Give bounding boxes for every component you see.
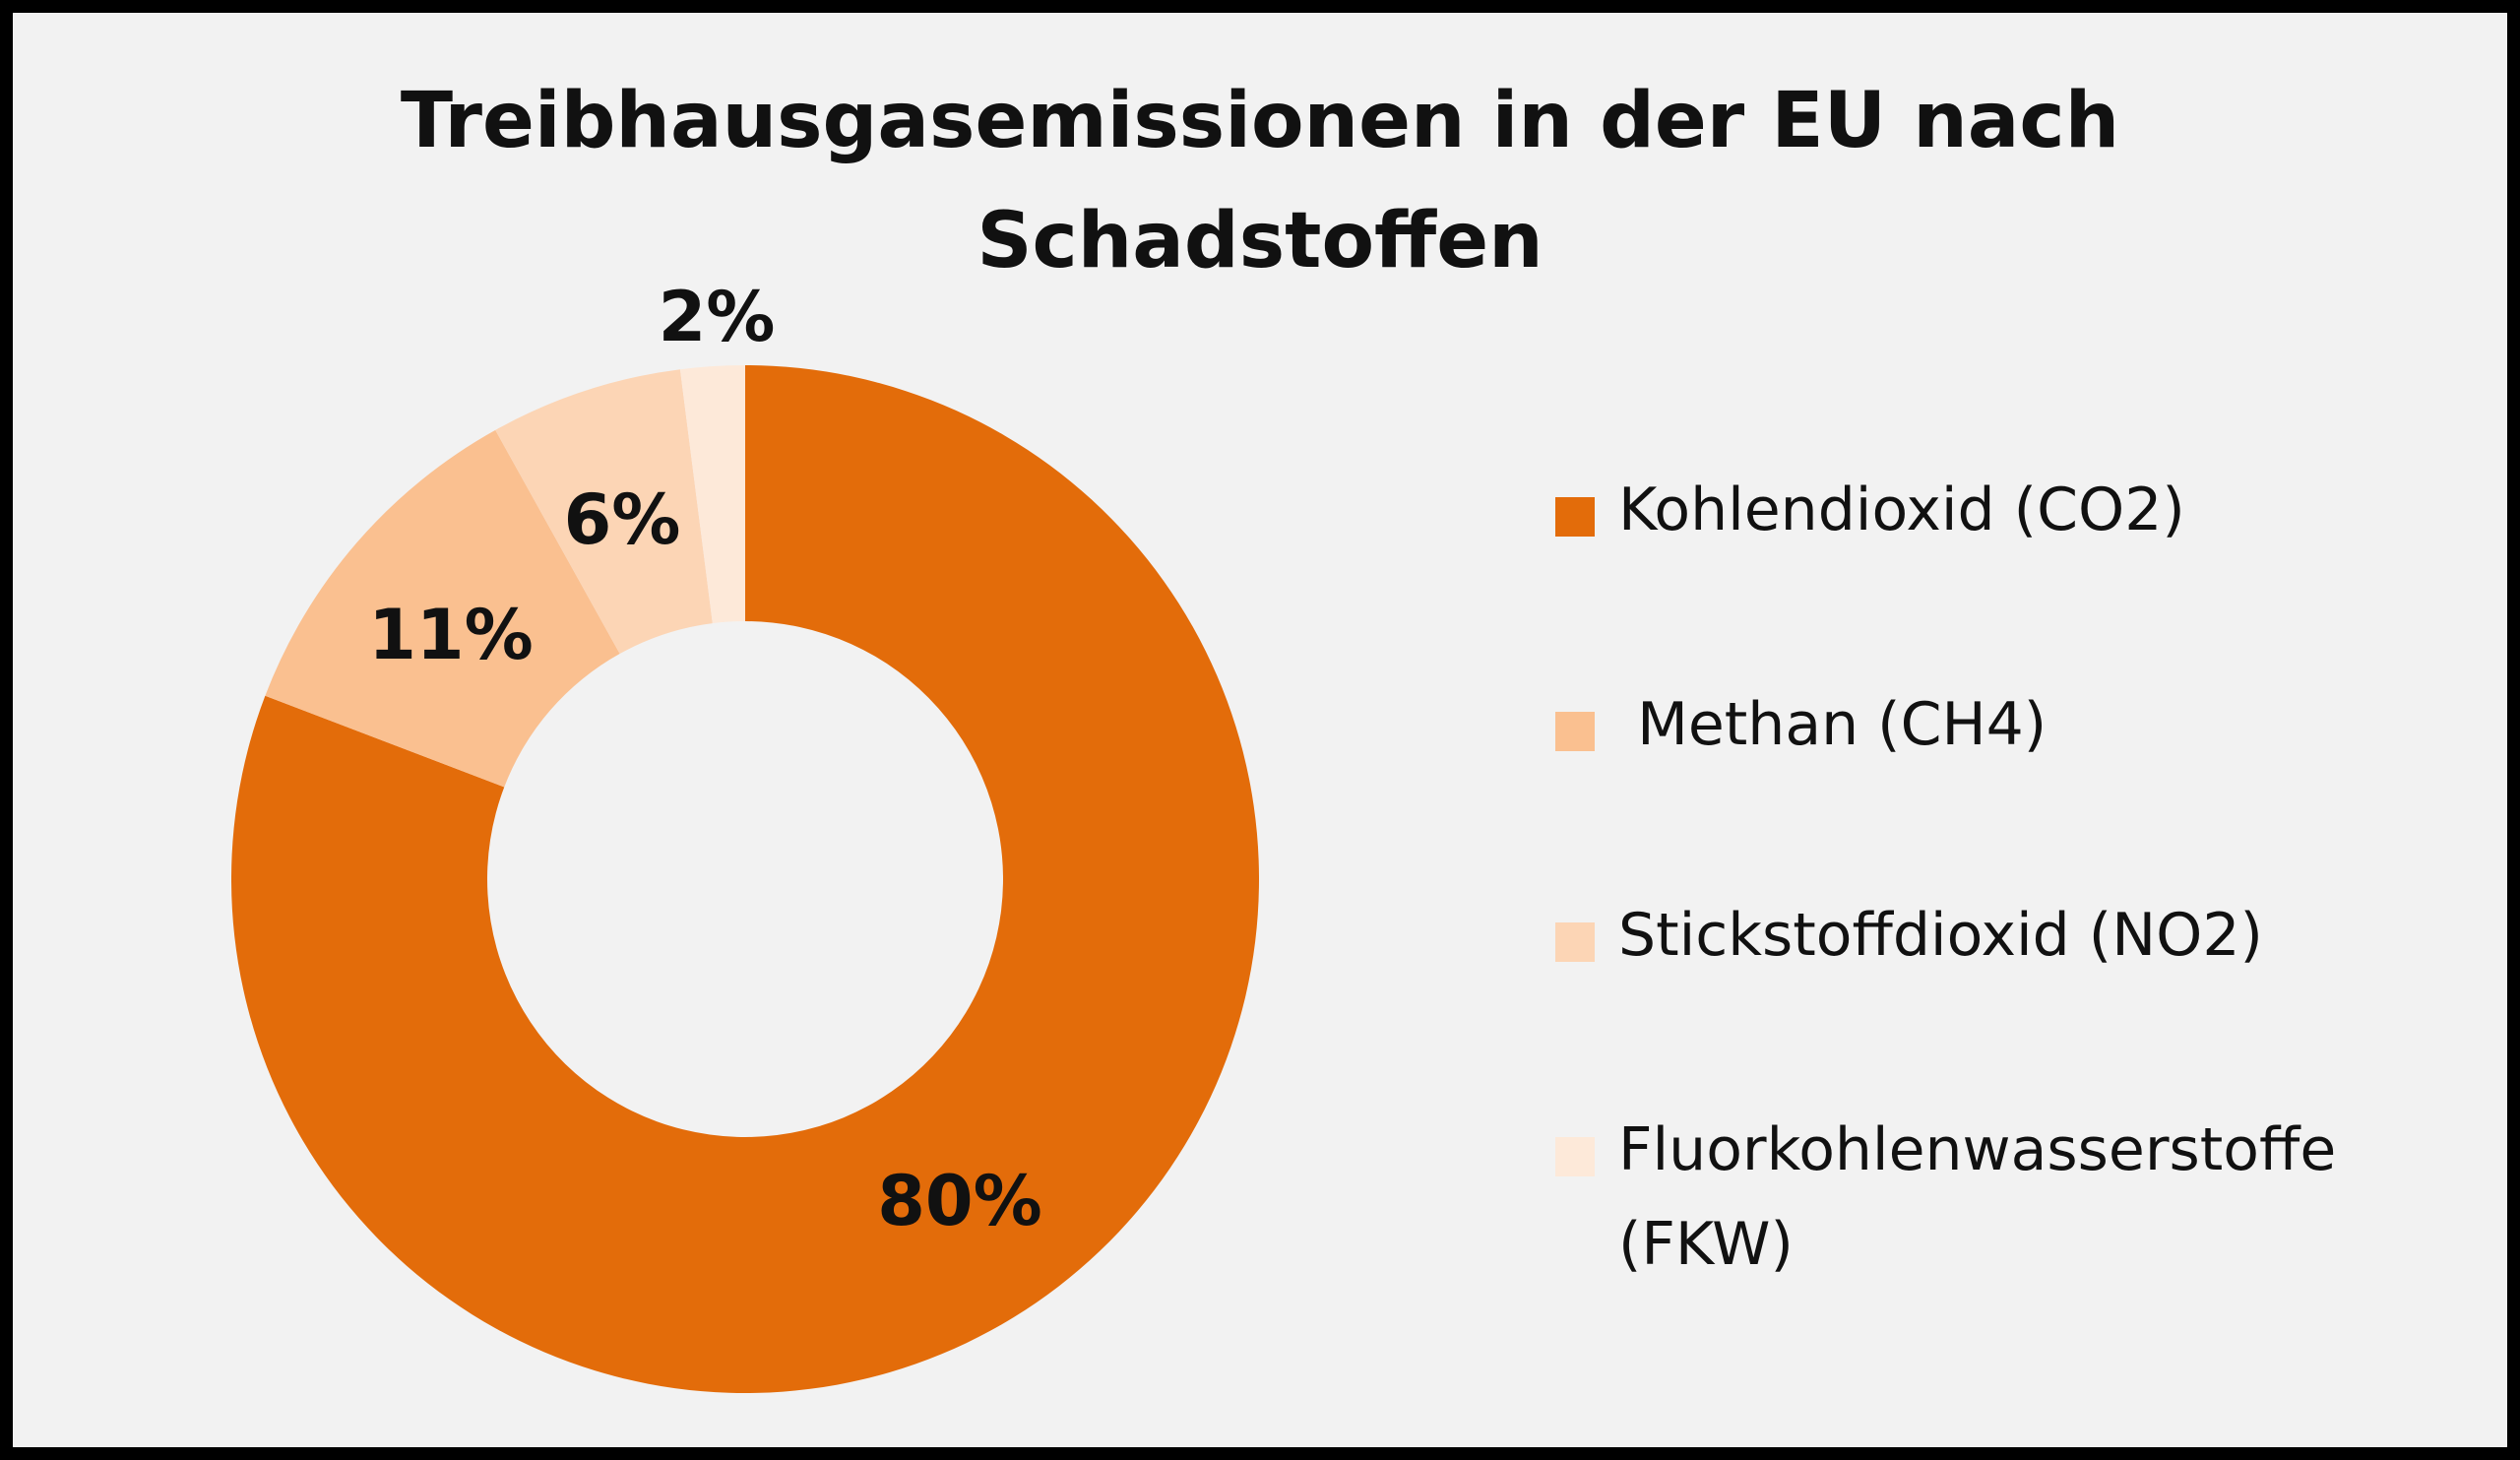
donut-slice-ch4 [265, 429, 620, 788]
data-label-co2: 80% [877, 1161, 1042, 1241]
data-label-no2: 6% [564, 479, 681, 560]
chart-title-line-1: Treibhausgasemissionen in der EU nach [400, 77, 2120, 165]
legend-label-ch4: Methan (CH4) [1618, 690, 2048, 759]
legend-swatch-ch4 [1555, 712, 1595, 751]
donut-slice-fkw [679, 365, 745, 624]
data-label-fkw: 2% [659, 277, 776, 357]
legend-item-ch4: Methan (CH4) [1555, 677, 2490, 772]
data-label-ch4: 11% [368, 595, 534, 675]
legend-swatch-co2 [1555, 497, 1595, 537]
legend-label-fkw: Fluorkohlenwasserstoffe (FKW) [1618, 1115, 2337, 1279]
chart-title: Treibhausgasemissionen in der EU nach Sc… [0, 61, 2520, 301]
legend-label-no2: Stickstoffdioxid (NO2) [1618, 901, 2263, 970]
legend-item-fkw: Fluorkohlenwasserstoffe (FKW) [1555, 1103, 2490, 1292]
donut-data-labels: 80% 11% 6% 2% [368, 277, 1042, 1241]
legend-swatch-no2 [1555, 922, 1595, 962]
donut-slice-no2 [495, 369, 713, 655]
chart-title-line-2: Schadstoffen [976, 197, 1544, 286]
donut-slices [231, 365, 1259, 1393]
legend-swatch-fkw [1555, 1137, 1595, 1176]
legend-item-no2: Stickstoffdioxid (NO2) [1555, 888, 2490, 983]
donut-slice-co2 [231, 365, 1259, 1393]
legend-label-co2: Kohlendioxid (CO2) [1618, 476, 2185, 544]
legend-item-co2: Kohlendioxid (CO2) [1555, 463, 2490, 557]
